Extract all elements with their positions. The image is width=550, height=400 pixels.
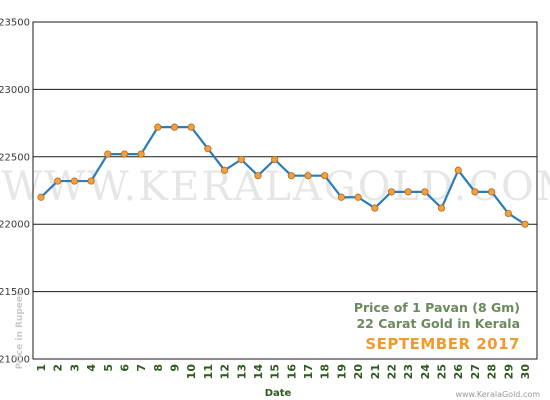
x-tick-label: 4 [85, 364, 98, 372]
data-point [471, 188, 479, 196]
x-tick-label: 21 [369, 364, 382, 379]
x-tick-label: 29 [502, 364, 515, 379]
x-tick-label: 13 [235, 364, 248, 379]
series-layer [37, 123, 529, 228]
x-tick-label: 5 [102, 364, 115, 372]
data-point [204, 145, 212, 153]
data-point [137, 150, 145, 158]
x-tick-label: 8 [152, 364, 165, 372]
x-tick-label: 26 [452, 364, 465, 380]
x-axis-label: Date [265, 388, 292, 399]
data-point [120, 150, 129, 158]
y-axis-label: Price in Rupees [15, 291, 25, 370]
chart-title-line-2: 22 Carat Gold in Kerala [356, 316, 520, 331]
data-point [421, 188, 429, 196]
data-point [187, 123, 195, 131]
x-tick-label: 3 [68, 364, 81, 372]
x-tick-label: 18 [319, 364, 332, 379]
data-point [321, 172, 329, 180]
data-point [504, 209, 512, 218]
x-tick-layer: 1 2 3 4 5 6 7 8 9 10 11 12 13 14 15 16 17 18 19 20 21 22 23 24 2… [35, 364, 532, 380]
x-tick-label: 6 [118, 364, 131, 372]
x-tick-label: 22 [385, 364, 398, 379]
data-point [70, 177, 78, 185]
y-tick-label: 23000 [0, 85, 30, 96]
y-tick-layer: 21000 21500 22000 22500 23000 23500 [0, 18, 30, 366]
x-tick-label: 12 [219, 364, 232, 379]
x-tick-label: 2 [52, 364, 65, 372]
data-point [354, 193, 362, 201]
data-point [337, 193, 346, 201]
data-point [104, 150, 112, 158]
y-tick-label: 23500 [0, 18, 30, 29]
x-tick-label: 20 [352, 364, 365, 380]
x-tick-label: 7 [135, 364, 148, 372]
data-point [87, 177, 95, 185]
x-tick-label: 17 [302, 364, 315, 379]
data-point [54, 177, 62, 185]
x-tick-label: 11 [202, 364, 215, 379]
x-tick-label: 30 [519, 364, 532, 380]
y-tick-label: 22500 [0, 152, 30, 163]
watermark-text: WWW.KERALAGOLD.COM [1, 164, 550, 210]
x-tick-label: 1 [35, 364, 48, 372]
x-tick-label: 28 [486, 364, 499, 379]
x-tick-label: 14 [252, 364, 265, 380]
data-point [170, 123, 179, 131]
data-point [521, 220, 529, 228]
y-tick-label: 21000 [0, 355, 30, 366]
data-point [437, 204, 446, 212]
y-tick-label: 22000 [0, 220, 30, 231]
x-tick-label: 15 [269, 364, 282, 379]
site-footer-text: www.KeralaGold.com [455, 390, 540, 399]
x-tick-label: 27 [469, 364, 482, 379]
data-point [387, 188, 396, 196]
data-point [271, 155, 279, 164]
data-point [37, 193, 45, 201]
data-point [488, 188, 496, 196]
data-point [287, 172, 295, 180]
data-point [154, 123, 162, 131]
data-point [237, 155, 245, 164]
y-tick-label: 21500 [0, 287, 30, 298]
x-tick-label: 24 [419, 364, 432, 380]
data-point [371, 204, 379, 212]
data-point [454, 166, 462, 174]
data-point [404, 188, 412, 196]
plot-frame [32, 21, 538, 360]
x-tick-label: 10 [185, 364, 198, 380]
chart-subtitle: SEPTEMBER 2017 [365, 335, 520, 353]
data-point [220, 166, 229, 174]
data-point [304, 172, 312, 180]
data-point [254, 172, 262, 180]
x-tick-label: 23 [402, 364, 415, 379]
x-tick-label: 25 [436, 364, 449, 379]
x-tick-label: 16 [285, 364, 298, 380]
grid-layer [32, 21, 538, 360]
x-tick-label: 9 [169, 364, 182, 372]
chart-title-line-1: Price of 1 Pavan (8 Gm) [354, 300, 520, 315]
x-tick-label: 19 [335, 364, 348, 379]
